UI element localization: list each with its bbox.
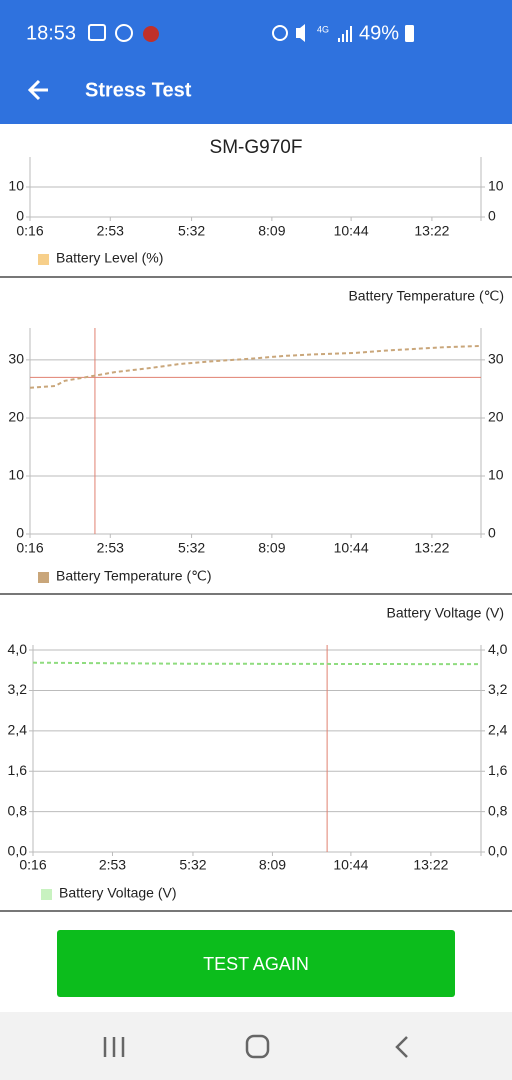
status-time: 18:53 (26, 22, 76, 44)
y-tick-label: 30 (8, 351, 24, 367)
y-tick-label: 2,4 (488, 722, 508, 738)
battery-percent: 49% (359, 22, 399, 44)
y-tick-label: 0 (488, 208, 496, 224)
legend-swatch (41, 889, 52, 900)
x-tick-label: 8:09 (258, 540, 285, 556)
y-tick-label: 10 (8, 467, 24, 483)
divider (0, 593, 512, 595)
y-tick-label: 0 (488, 525, 496, 541)
y-tick-label: 4,0 (8, 641, 28, 657)
gallery-icon (88, 24, 106, 41)
x-tick-label: 13:22 (413, 857, 448, 873)
x-tick-label: 2:53 (97, 540, 124, 556)
app-icon (143, 26, 159, 42)
y-tick-label: 4,0 (488, 641, 508, 657)
y-tick-label: 1,6 (8, 762, 28, 778)
y-tick-label: 20 (488, 409, 504, 425)
back-button[interactable] (27, 79, 48, 101)
legend-label: Battery Temperature (℃) (56, 568, 212, 584)
divider (0, 910, 512, 912)
x-tick-label: 13:22 (414, 223, 449, 239)
series-line (32, 661, 480, 666)
chart-title: Battery Temperature (℃) (348, 288, 504, 304)
y-tick-label: 20 (8, 409, 24, 425)
x-tick-label: 8:09 (258, 223, 285, 239)
back-nav-button[interactable] (395, 1036, 408, 1058)
legend-label: Battery Level (%) (56, 250, 163, 266)
legend-swatch (38, 572, 49, 583)
button-label: TEST AGAIN (203, 954, 309, 974)
chart-title: Battery Voltage (V) (386, 605, 504, 621)
alarm-icon (272, 25, 288, 41)
test-again-button[interactable] (57, 930, 455, 997)
x-tick-label: 2:53 (97, 223, 124, 239)
y-tick-label: 0 (16, 208, 24, 224)
y-tick-label: 0,0 (488, 843, 508, 859)
x-tick-label: 5:32 (178, 223, 205, 239)
series-line (29, 344, 482, 389)
y-tick-label: 30 (488, 351, 504, 367)
x-tick-label: 5:32 (179, 857, 206, 873)
home-button[interactable] (245, 1034, 270, 1059)
y-tick-label: 3,2 (488, 681, 508, 697)
x-tick-label: 0:16 (16, 223, 43, 239)
recents-button[interactable] (103, 1037, 125, 1057)
nav-bar (0, 1012, 512, 1080)
y-tick-label: 0 (16, 525, 24, 541)
x-tick-label: 8:09 (259, 857, 286, 873)
divider (0, 276, 512, 278)
y-tick-label: 0,8 (8, 802, 28, 818)
whatsapp-icon (115, 24, 133, 42)
x-tick-label: 13:22 (414, 540, 449, 556)
x-tick-label: 0:16 (19, 857, 46, 873)
app-title: Stress Test (85, 79, 192, 101)
mute-icon (296, 24, 305, 42)
x-tick-label: 10:44 (334, 223, 369, 239)
y-tick-label: 0,0 (8, 843, 28, 859)
x-tick-label: 0:16 (16, 540, 43, 556)
device-name: SM-G970F (210, 137, 303, 158)
y-tick-label: 0,8 (488, 802, 508, 818)
x-tick-label: 2:53 (99, 857, 126, 873)
signal-icon (338, 26, 352, 42)
y-tick-label: 10 (488, 467, 504, 483)
y-tick-label: 10 (8, 178, 24, 194)
legend-label: Battery Voltage (V) (59, 885, 177, 901)
battery-icon (405, 25, 414, 42)
y-tick-label: 1,6 (488, 762, 508, 778)
y-tick-label: 3,2 (8, 681, 28, 697)
network-type: 4G (317, 24, 329, 34)
y-tick-label: 10 (488, 178, 504, 194)
legend-swatch (38, 254, 49, 265)
x-tick-label: 10:44 (333, 857, 368, 873)
x-tick-label: 10:44 (334, 540, 369, 556)
x-tick-label: 5:32 (178, 540, 205, 556)
header-bg (0, 0, 512, 124)
y-tick-label: 2,4 (8, 722, 28, 738)
